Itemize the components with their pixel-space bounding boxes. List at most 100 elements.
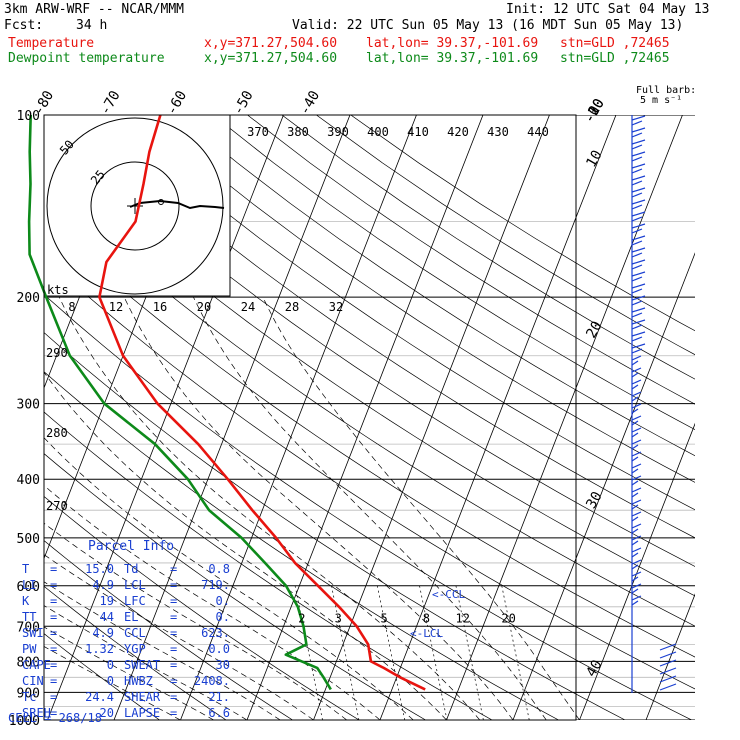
parcel-value: 44 (99, 610, 114, 624)
parcel-equals: = (170, 594, 178, 608)
theta-side-label-290: 290 (46, 346, 68, 360)
wind-barb (631, 151, 646, 162)
parcel-key: SREH (22, 706, 51, 720)
fcst-label: Fcst: (4, 18, 44, 33)
wind-barb (631, 235, 646, 246)
parcel-value: 623. (201, 626, 230, 640)
parcel-key: SWEAT (124, 658, 161, 672)
latlon-dew: lat,lon= 39.37,-101.69 (366, 51, 539, 66)
dry-adiabat-450 (281, 115, 695, 380)
model-title: 3km ARW-WRF -- NCAR/MMM (4, 2, 185, 17)
parcel-value: 0 (106, 674, 114, 688)
parcel-equals: = (50, 690, 58, 704)
pressure-tick-700: 700 (17, 620, 40, 635)
parcel-equals: = (50, 610, 58, 624)
parcel-equals: = (170, 610, 178, 624)
wind-barb (631, 451, 642, 462)
xy-coords-temp: x,y=371.27,504.60 (204, 36, 338, 51)
parcel-value: 15.0 (85, 562, 114, 576)
wind-barb (631, 223, 646, 234)
profiles-layer (27, 114, 426, 691)
parcel-value: 4.9 (92, 626, 114, 640)
temp-tick--60: -60 (164, 88, 191, 118)
parcel-key: LFC (124, 594, 146, 608)
isotherm--30 (113, 115, 351, 720)
wind-barb (631, 115, 646, 126)
wind-barb (631, 259, 646, 270)
moist-adiabat--5 (44, 581, 281, 720)
parcel-equals: = (170, 578, 178, 592)
dry-adiabat-400 (109, 115, 695, 511)
hodo-trace (129, 199, 225, 210)
temp-tick--70: -70 (97, 88, 124, 118)
speed-tick-16: 16 (153, 300, 167, 314)
parcel-value: 0.8 (208, 562, 230, 576)
pressure-tick-400: 400 (17, 473, 40, 488)
valid-time: Valid: 22 UTC Sun 05 May 13 (16 MDT Sun … (292, 18, 684, 33)
wind-barb (631, 163, 646, 174)
isotherm-30 (512, 252, 695, 720)
parcel-key: LAPSE (124, 706, 161, 720)
wind-barb (631, 535, 642, 546)
parcel-value: 4.9 (92, 578, 114, 592)
isotherm-20 (446, 115, 683, 720)
wind-barbs (631, 115, 677, 693)
parcel-key: HWBZ (124, 674, 153, 688)
isotherm-40 (579, 422, 695, 720)
mixing-ratio-2 (294, 585, 323, 720)
low-wind-barb (659, 683, 677, 691)
wind-barb (631, 463, 642, 474)
parcel-key: CCL (124, 626, 146, 640)
dry-adiabat-270 (44, 540, 293, 720)
parcel-key: SHEAR (124, 690, 161, 704)
wind-barb (631, 175, 646, 186)
dry-adiabat-380 (44, 117, 695, 567)
dry-adiabat-440 (247, 115, 695, 405)
parcel-equals: = (50, 562, 58, 576)
parcel-value: 0 (106, 658, 114, 672)
dry-adiabat-330 (44, 293, 692, 720)
parcel-value: 2408. (193, 674, 230, 688)
wind-barb (631, 139, 646, 150)
low-wind-barb (659, 659, 677, 667)
temp-tick--50: -50 (230, 88, 257, 118)
wind-barb (631, 379, 642, 390)
legend-temperature: Temperature (8, 36, 95, 51)
wind-barb (631, 355, 642, 366)
parcel-key: TT (22, 610, 37, 624)
wind-barb (631, 499, 642, 510)
theta-label-430: 430 (487, 125, 509, 139)
wind-barb (631, 283, 646, 294)
temp-tick-40: 40 (583, 657, 605, 680)
wind-barb (631, 427, 642, 438)
wind-barb (631, 391, 642, 402)
parcel-equals: = (170, 674, 178, 688)
moist-adiabat-25 (58, 296, 481, 720)
parcel-equals: = (170, 658, 178, 672)
parcel-key: Td (124, 562, 139, 576)
wind-barb (631, 331, 646, 342)
parcel-equals: = (50, 626, 58, 640)
dry-adiabat-260 (44, 585, 227, 720)
theta-label-380: 380 (287, 125, 309, 139)
wind-barb (631, 367, 642, 378)
parcel-equals: = (50, 658, 58, 672)
low-wind-barb (659, 675, 677, 683)
temp-tick-20: 20 (583, 319, 605, 342)
mixing-ratio-8 (419, 585, 448, 720)
wind-barb (631, 319, 646, 330)
parcel-key: LI (22, 578, 37, 592)
dry-adiabat-420 (178, 115, 695, 457)
temp-tick-30: 30 (583, 489, 605, 512)
isotherm-10 (379, 115, 617, 720)
pressure-tick-100: 100 (17, 109, 40, 124)
wind-barb (631, 403, 642, 414)
mixing-ratio-label-8: 8 (423, 611, 430, 625)
mixing-ratio-label-3: 3 (335, 611, 342, 625)
speed-tick-20: 20 (197, 300, 211, 314)
wind-barb (631, 187, 646, 198)
barb-legend-line2: 5 m s⁻¹ (640, 95, 683, 106)
wind-barb (631, 199, 646, 210)
